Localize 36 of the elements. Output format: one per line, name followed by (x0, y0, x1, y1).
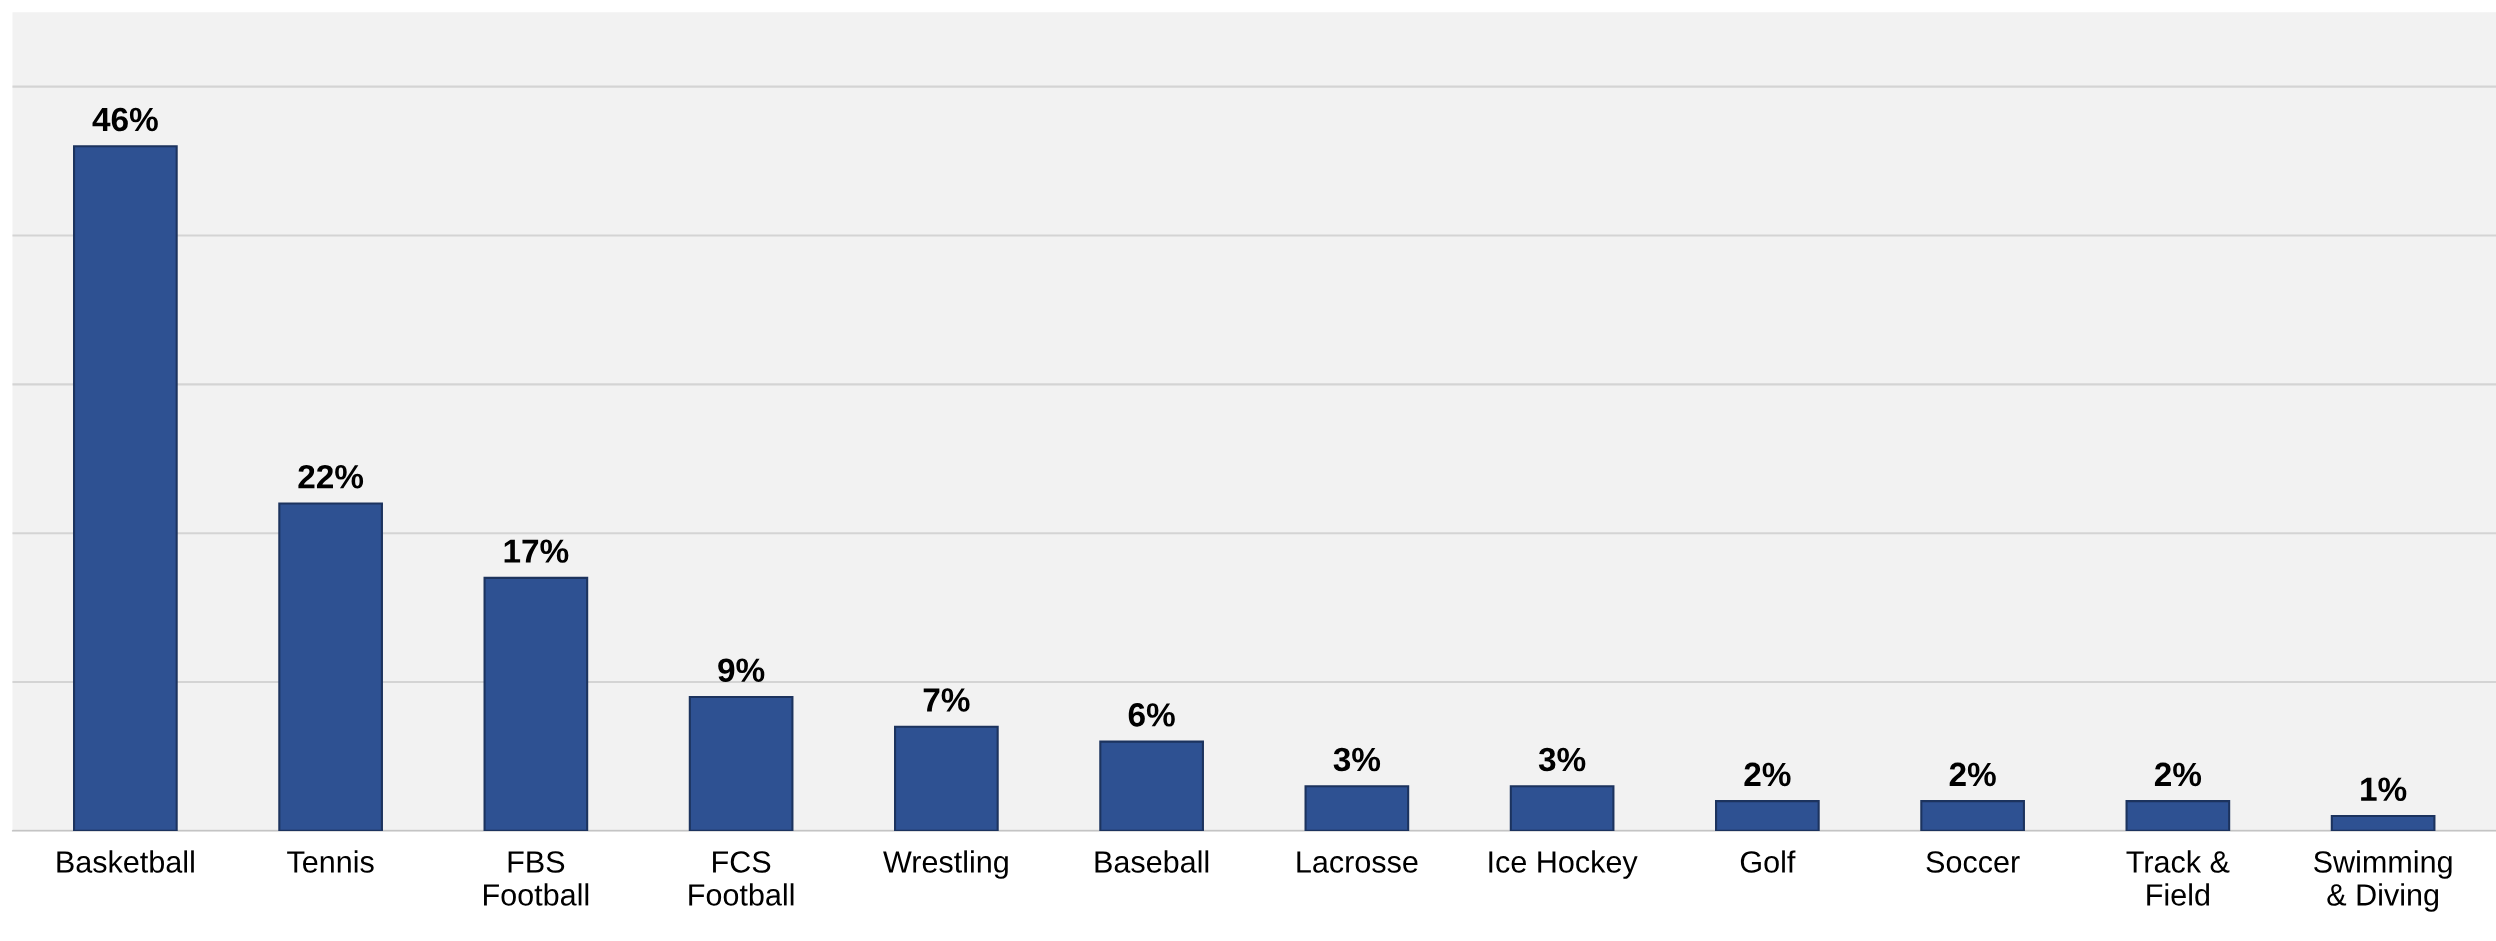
x-tick-label: Track & Field (2126, 850, 2230, 906)
bar (2330, 814, 2436, 831)
bar (1509, 785, 1615, 831)
data-label: 7% (923, 688, 970, 712)
x-tick-label: FBS Football (484, 851, 589, 906)
x-tick-label: Baseball (1095, 850, 1209, 873)
bar (894, 725, 999, 831)
x-tick-label: Golf (1740, 850, 1796, 873)
bar (278, 502, 383, 831)
x-tick-label: Basketball (57, 850, 194, 873)
x-tick-label: Ice Hockey (1489, 850, 1638, 879)
bar (73, 145, 178, 831)
data-label: 22% (298, 464, 364, 489)
bar (1715, 800, 1820, 831)
x-tick-label: Wrestling (883, 850, 1008, 879)
bar (688, 695, 794, 831)
data-label: 1% (2361, 777, 2407, 802)
data-label: 3% (1333, 747, 1381, 772)
bar (1920, 800, 2025, 831)
x-tick-label: Lacrosse (1297, 851, 1418, 873)
bar (483, 576, 589, 831)
x-tick-label: Swimming & Diving (2314, 850, 2452, 912)
x-tick-label: Tennis (287, 850, 374, 873)
data-label: 2% (1744, 762, 1791, 787)
bar (1099, 740, 1204, 831)
bar (2125, 800, 2231, 831)
bar (1304, 785, 1410, 831)
data-label: 2% (1949, 762, 1996, 787)
x-tick-label: FCS Football (689, 851, 794, 906)
x-tick-label: Soccer (1926, 851, 2020, 873)
data-label: 2% (2154, 762, 2202, 787)
data-label: 46% (92, 107, 158, 132)
data-label: 17% (504, 539, 569, 563)
data-label: 9% (718, 658, 765, 683)
data-label: 6% (1128, 703, 1175, 727)
data-label: 3% (1538, 747, 1586, 772)
